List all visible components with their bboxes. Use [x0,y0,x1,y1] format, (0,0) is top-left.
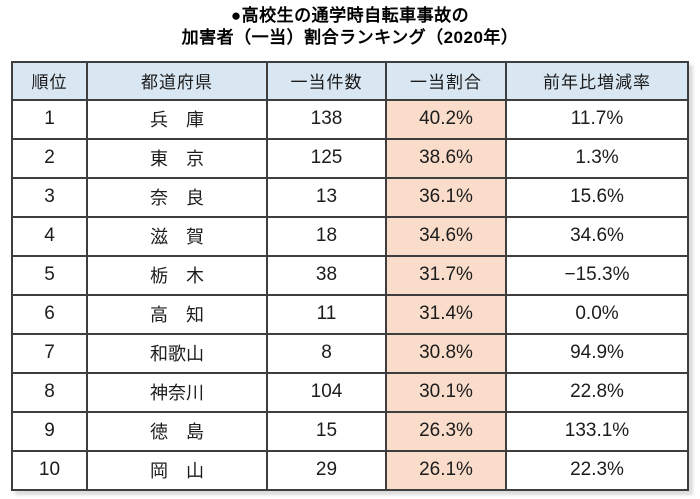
prefecture-cell: 高 知 [86,293,268,335]
ratio-cell: 30.1% [385,371,507,413]
rank-cell: 2 [11,137,88,179]
yoy-cell: 15.6% [505,176,689,218]
yoy-cell: 133.1% [505,410,689,452]
cases-cell: 15 [266,410,387,452]
header-ratio: 一当割合 [385,60,507,101]
title-line-1: ●高校生の通学時自転車事故の [230,6,470,25]
rank-cell: 7 [11,332,88,374]
rank-cell: 5 [11,254,88,296]
header-cases: 一当件数 [266,60,387,101]
title-line-2: 加害者（一当）割合ランキング（2020年） [181,28,519,48]
cases-cell: 125 [266,137,387,179]
header-yoy: 前年比増減率 [505,60,689,101]
header-rank: 順位 [11,60,88,101]
ratio-cell: 31.7% [385,254,507,296]
rank-cell: 10 [11,449,88,491]
yoy-cell: −15.3% [505,254,689,296]
yoy-cell: 94.9% [505,332,689,374]
ratio-cell: 26.3% [385,410,507,452]
prefecture-cell: 滋 賀 [86,215,268,257]
rank-cell: 1 [11,98,88,140]
ratio-cell: 31.4% [385,293,507,335]
cases-cell: 38 [266,254,387,296]
yoy-cell: 11.7% [505,98,689,140]
ratio-cell: 30.8% [385,332,507,374]
ratio-cell: 38.6% [385,137,507,179]
prefecture-cell: 兵 庫 [86,98,268,140]
rank-cell: 8 [11,371,88,413]
table-row: 10 岡 山 29 26.1% 22.3% [11,449,689,491]
table-row: 8 神奈川 104 30.1% 22.8% [11,371,689,413]
header-row: 順位 都道府県 一当件数 一当割合 前年比増減率 [11,60,689,101]
page-title: ●高校生の通学時自転車事故の 加害者（一当）割合ランキング（2020年） [0,0,700,50]
prefecture-cell: 岡 山 [86,449,268,491]
prefecture-cell: 栃 木 [86,254,268,296]
cases-cell: 18 [266,215,387,257]
prefecture-cell: 和歌山 [86,332,268,374]
cases-cell: 13 [266,176,387,218]
rank-cell: 4 [11,215,88,257]
ratio-cell: 34.6% [385,215,507,257]
cases-cell: 104 [266,371,387,413]
prefecture-cell: 奈 良 [86,176,268,218]
header-prefecture: 都道府県 [86,60,268,101]
cases-cell: 11 [266,293,387,335]
cases-cell: 29 [266,449,387,491]
yoy-cell: 22.8% [505,371,689,413]
table-row: 7 和歌山 8 30.8% 94.9% [11,332,689,374]
ratio-cell: 36.1% [385,176,507,218]
prefecture-cell: 徳 島 [86,410,268,452]
cases-cell: 8 [266,332,387,374]
yoy-cell: 22.3% [505,449,689,491]
cases-cell: 138 [266,98,387,140]
ratio-cell: 26.1% [385,449,507,491]
prefecture-cell: 神奈川 [86,371,268,413]
ratio-cell: 40.2% [385,98,507,140]
yoy-cell: 0.0% [505,293,689,335]
rank-cell: 6 [11,293,88,335]
yoy-cell: 1.3% [505,137,689,179]
rank-cell: 9 [11,410,88,452]
rank-cell: 3 [11,176,88,218]
yoy-cell: 34.6% [505,215,689,257]
prefecture-cell: 東 京 [86,137,268,179]
